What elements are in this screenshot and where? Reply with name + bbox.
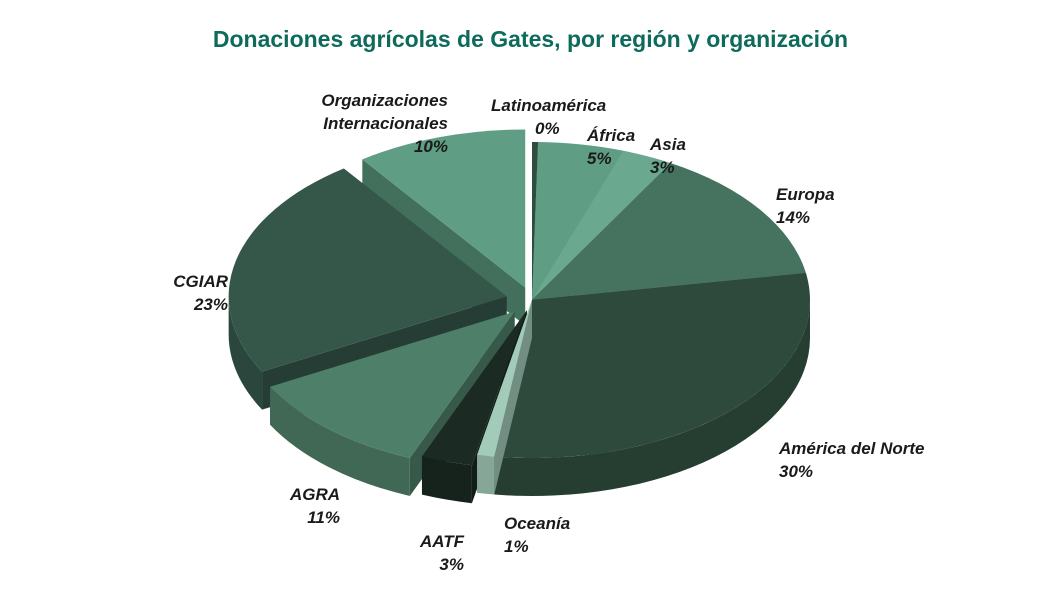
label-organizaciones-internacionales: Organizaciones Internacionales 10% [321,91,448,156]
label-latinoamerica: Latinoamérica 0% [491,96,607,138]
label-asia: Asia 3% [650,135,686,177]
label-america-del-norte: América del Norte 30% [779,439,925,481]
label-europa: Europa 14% [776,185,835,227]
label-oceania: Oceanía 1% [504,514,571,556]
label-africa: África 5% [587,126,636,168]
label-aatf: AATF 3% [419,532,464,574]
pie-slice-América del Norte [494,273,810,496]
label-agra: AGRA 11% [289,485,340,527]
label-cgiar: CGIAR 23% [173,272,228,314]
pie-slice-Oceanía [477,300,532,495]
chart-title: Donaciones agrícolas de Gates, por regió… [212,26,849,52]
